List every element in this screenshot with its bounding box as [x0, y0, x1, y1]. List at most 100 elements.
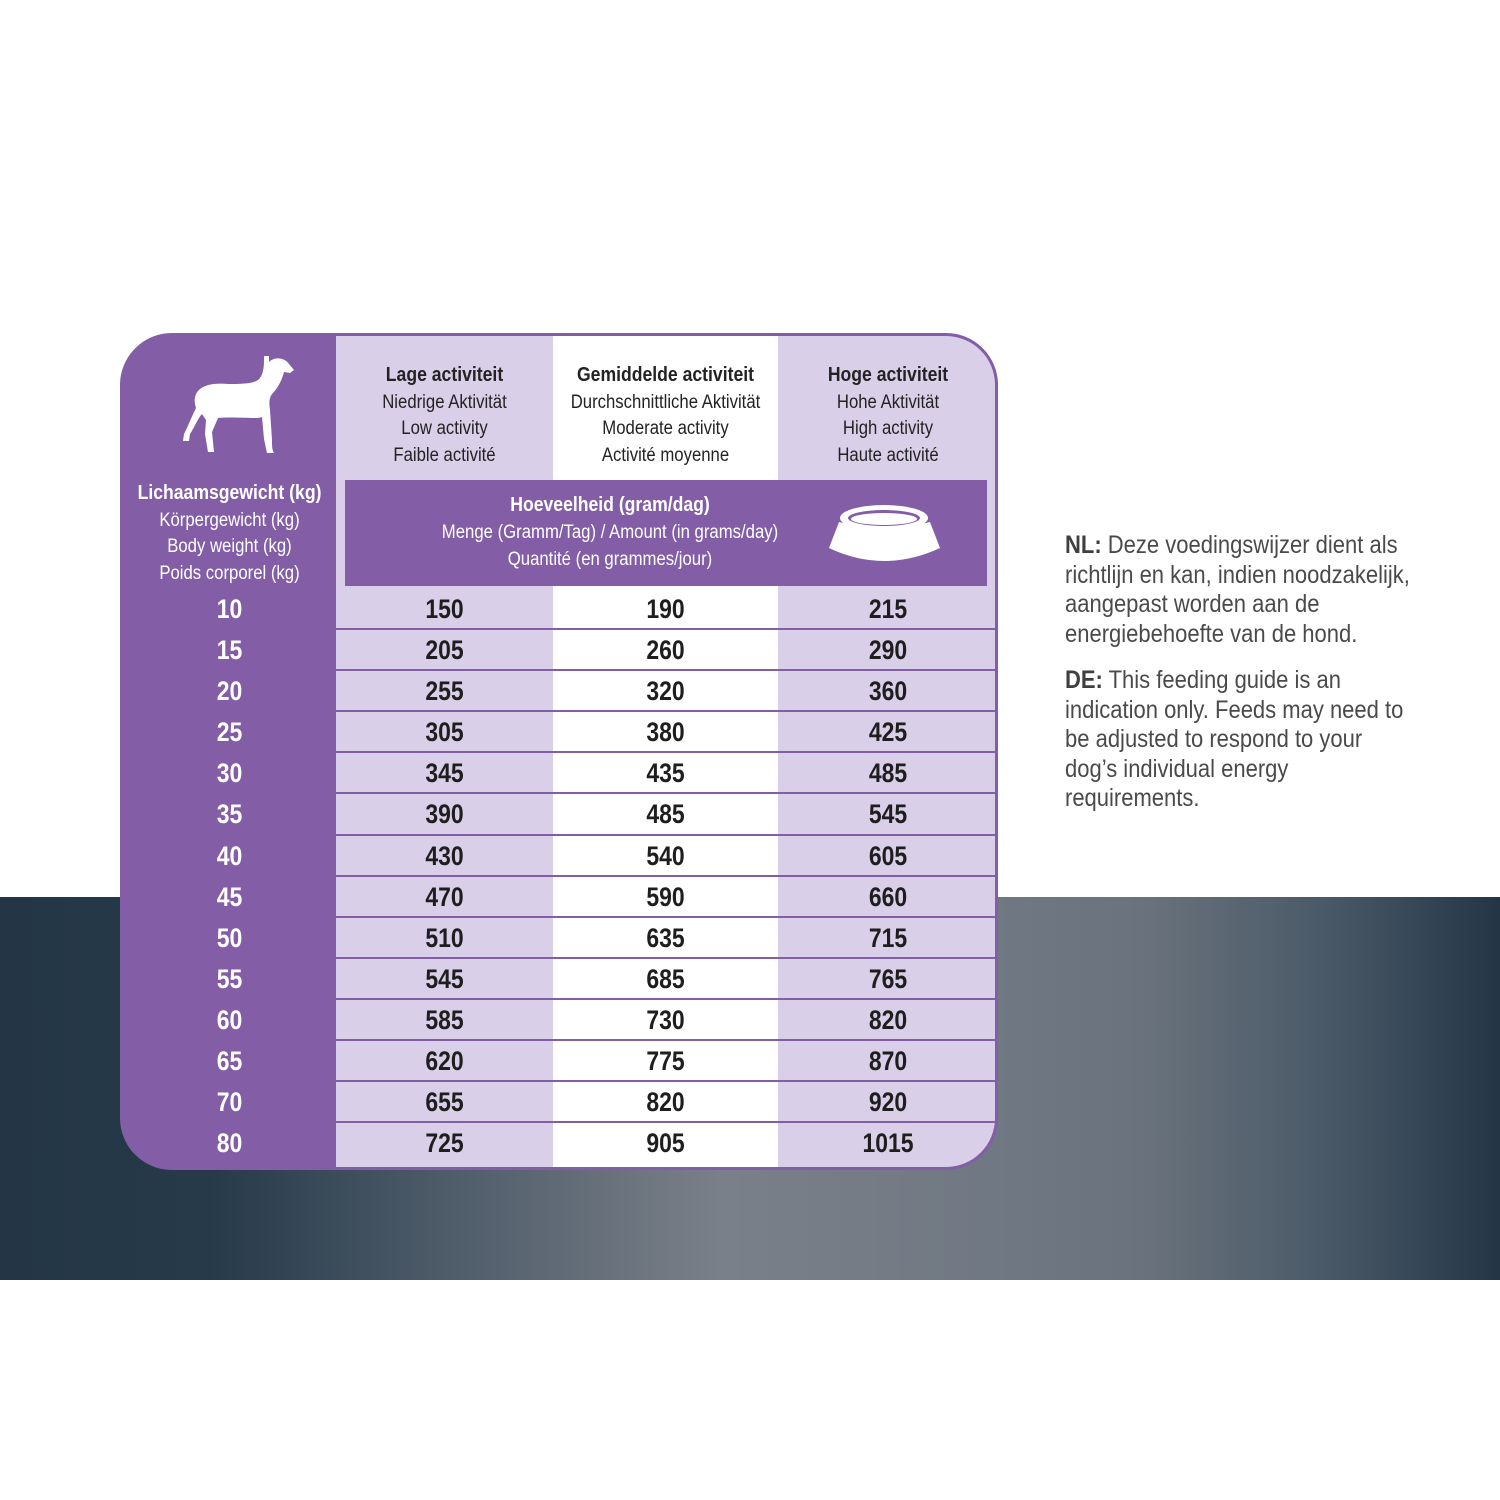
- cell-moderate: 730: [646, 1004, 685, 1035]
- cell-high: 425: [868, 717, 908, 748]
- cell-moderate: 435: [646, 758, 685, 789]
- amount-header-nl: Hoeveelheid (gram/dag): [510, 494, 710, 516]
- cell-high: 715: [868, 922, 908, 953]
- weight-header-de: Körpergewicht (kg): [159, 509, 300, 531]
- cell-high: 545: [868, 799, 908, 830]
- cell-low: 305: [425, 717, 464, 748]
- cell-low: 205: [425, 635, 464, 666]
- header-fr: Faible activité: [393, 444, 496, 466]
- note-line: dog’s individual energy: [1065, 754, 1289, 783]
- table-row: 15 205 260 290: [123, 630, 995, 672]
- header-en: Low activity: [401, 418, 488, 439]
- cell-high: 920: [868, 1087, 908, 1118]
- table-row: 60 585 730 820: [123, 1000, 995, 1042]
- cell-moderate: 590: [646, 881, 685, 912]
- note-line: aangepast worden aan de: [1065, 590, 1320, 618]
- cell-weight: 20: [216, 676, 243, 707]
- table-row: 45 470 590 660: [123, 877, 995, 918]
- table-row: 25 305 380 425: [123, 712, 995, 754]
- header-de: Niedrige Aktivität: [382, 391, 507, 413]
- cell-low: 585: [425, 1004, 464, 1035]
- table-row: 35 390 485 545: [123, 794, 995, 836]
- header-fr: Haute activité: [837, 444, 939, 466]
- cell-moderate: 540: [646, 840, 685, 871]
- cell-low: 430: [425, 840, 464, 871]
- note-line: Deze voedingswijzer dient als: [1101, 531, 1398, 559]
- table-row: 20 255 320 360: [123, 671, 995, 713]
- column-header-moderate: Gemiddelde activiteit Durchschnittliche …: [567, 362, 765, 469]
- cell-moderate: 190: [646, 594, 685, 624]
- cell-moderate: 820: [646, 1087, 685, 1118]
- note-line: requirements.: [1065, 784, 1200, 812]
- cell-high: 1015: [862, 1128, 914, 1159]
- header-nl: Hoge activiteit: [827, 364, 949, 386]
- weight-header-en: Body weight (kg): [167, 536, 292, 557]
- note-label: NL:: [1065, 531, 1102, 559]
- column-header-low: Lage activiteit Niedrige Aktivität Low a…: [349, 362, 540, 469]
- cell-high: 290: [868, 635, 908, 666]
- cell-weight: 70: [216, 1087, 243, 1118]
- table-row: 50 510 635 715: [123, 918, 995, 959]
- cell-low: 510: [425, 922, 464, 953]
- weight-header: Lichaamsgewicht (kg) Körpergewicht (kg) …: [136, 480, 323, 587]
- cell-weight: 15: [216, 635, 243, 666]
- cell-weight: 10: [216, 594, 243, 624]
- cell-high: 765: [868, 963, 908, 994]
- amount-header-fr: Quantité (en grammes/jour): [507, 549, 713, 570]
- weight-header-nl: Lichaamsgewicht (kg): [137, 482, 322, 504]
- header-en: High activity: [842, 418, 934, 439]
- cell-weight: 80: [216, 1128, 243, 1159]
- cell-low: 345: [425, 758, 464, 789]
- cell-high: 360: [868, 676, 908, 707]
- cell-moderate: 380: [646, 717, 685, 748]
- cell-weight: 40: [216, 840, 243, 871]
- table-row: 65 620 775 870: [123, 1041, 995, 1083]
- note-line: be adjusted to respond to your: [1065, 725, 1363, 753]
- cell-low: 150: [425, 594, 464, 624]
- cell-moderate: 260: [646, 635, 685, 666]
- cell-weight: 30: [216, 758, 243, 789]
- column-header-high: Hoge activiteit Hohe Aktivität High acti…: [791, 362, 985, 469]
- cell-moderate: 320: [646, 676, 685, 707]
- feeding-notes: NL: Deze voedingswijzer dient als richtli…: [1065, 531, 1435, 831]
- note-line: This feeding guide is an: [1102, 666, 1341, 694]
- cell-moderate: 905: [646, 1128, 685, 1159]
- header-nl: Lage activiteit: [385, 364, 504, 386]
- note-line: indication only. Feeds may need to: [1065, 695, 1404, 724]
- food-bowl-icon: [829, 505, 940, 561]
- table-row: 80 725 905 1015: [123, 1123, 995, 1164]
- cell-weight: 60: [216, 1004, 243, 1035]
- cell-weight: 35: [216, 799, 243, 830]
- table-row: 70 655 820 920: [123, 1082, 995, 1124]
- note-label: DE:: [1065, 666, 1103, 694]
- amount-header: Hoeveelheid (gram/dag) Menge (Gramm/Tag)…: [345, 480, 987, 586]
- cell-weight: 65: [216, 1046, 243, 1077]
- dog-silhouette-icon: [183, 356, 294, 453]
- table-row: 55 545 685 765: [123, 959, 995, 1000]
- cell-low: 725: [425, 1128, 464, 1159]
- cell-high: 485: [868, 758, 908, 789]
- header-de: Hohe Aktivität: [836, 391, 940, 413]
- cell-high: 820: [868, 1004, 908, 1035]
- header-en: Moderate activity: [602, 418, 729, 439]
- cell-low: 255: [425, 676, 464, 707]
- amount-header-de-en: Menge (Gramm/Tag) / Amount (in grams/day…: [441, 522, 779, 543]
- cell-low: 545: [425, 963, 464, 994]
- note-de: DE: This feeding guide is an indication o…: [1065, 666, 1435, 814]
- cell-weight: 50: [216, 922, 243, 953]
- cell-low: 655: [425, 1087, 464, 1118]
- cell-moderate: 775: [646, 1046, 685, 1077]
- cell-low: 470: [425, 881, 464, 912]
- table-row: 10 150 190 215: [123, 589, 995, 631]
- header-nl: Gemiddelde activiteit: [576, 364, 755, 386]
- feeding-table: Lichaamsgewicht (kg) Körpergewicht (kg) …: [120, 333, 998, 1170]
- cell-weight: 55: [216, 963, 243, 994]
- cell-low: 390: [425, 799, 464, 830]
- cell-weight: 25: [216, 717, 243, 748]
- note-nl: NL: Deze voedingswijzer dient als richtli…: [1065, 531, 1435, 649]
- cell-moderate: 635: [646, 922, 685, 953]
- weight-header-fr: Poids corporel (kg): [159, 562, 300, 584]
- cell-weight: 45: [216, 881, 243, 912]
- cell-moderate: 485: [646, 799, 685, 830]
- note-line: energiebehoefte van de hond.: [1065, 619, 1358, 648]
